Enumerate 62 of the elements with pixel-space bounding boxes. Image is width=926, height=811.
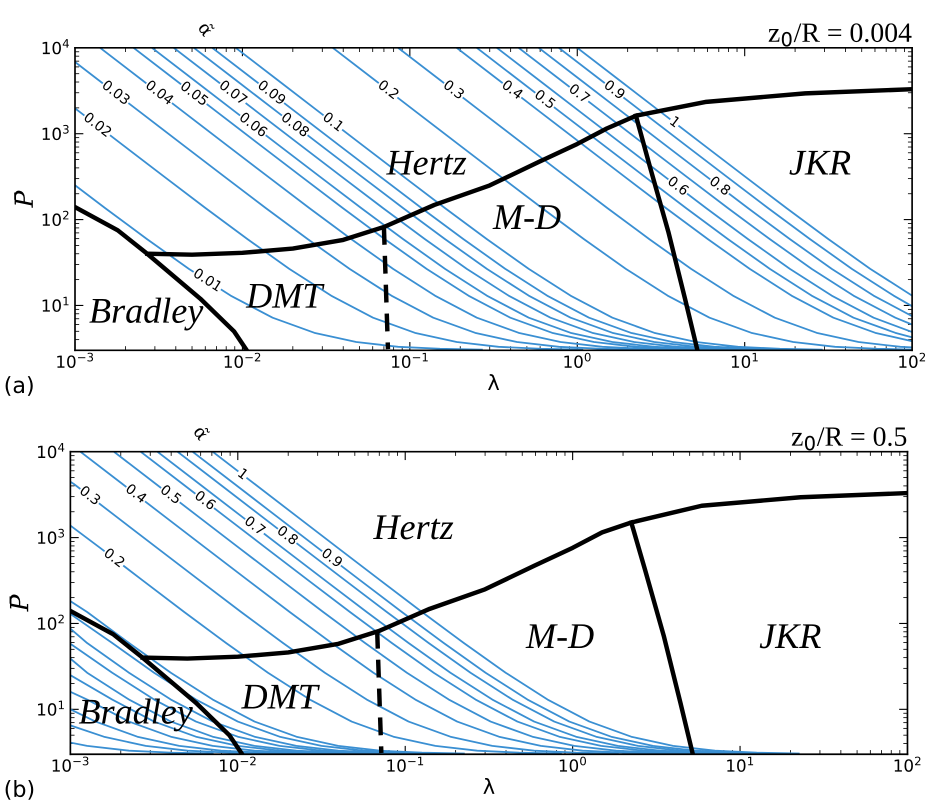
y-tick-label: 10$^{3}$	[42, 124, 69, 140]
text: 0.09	[257, 79, 287, 106]
text: 0.9	[321, 547, 344, 568]
text: 0.4	[125, 482, 148, 504]
text: 0.6	[194, 490, 217, 510]
x-axis-title: λ	[483, 778, 494, 794]
annotation: DMT	[246, 284, 325, 308]
x-tick-label: 10$^{0}$	[564, 352, 591, 368]
y-axis-title: P̄	[10, 594, 28, 612]
y-tick-label: 10$^{1}$	[38, 700, 64, 716]
text: 0.4	[501, 79, 524, 100]
text: 0.7	[244, 515, 266, 536]
y-tick-label: 10$^{4}$	[38, 443, 64, 458]
text: 0.07	[218, 79, 248, 106]
text: 0.5	[160, 484, 182, 504]
text: (a)	[6, 376, 33, 396]
annotation: Bradley	[89, 298, 204, 330]
text: 0.8	[276, 524, 300, 546]
text: 0.01	[192, 267, 223, 292]
text: 1	[670, 116, 681, 128]
y-axis-title: P̄	[14, 190, 33, 208]
x-tick-label: 10$^{−2}$	[220, 756, 256, 772]
y-tick-label: 10$^{2}$	[42, 210, 68, 226]
text: (b)	[6, 780, 34, 800]
chart-title: z$_{0}$/R = 0.5	[792, 427, 906, 451]
x-tick-label: 10$^{−1}$	[387, 756, 424, 772]
x-tick-label: 10$^{2}$	[899, 352, 926, 368]
annotation: Hertz	[386, 150, 466, 175]
text: 0.05	[180, 80, 210, 106]
x-tick-label: 10$^{−1}$	[392, 352, 428, 368]
annotation: JKR	[789, 150, 851, 175]
x-tick-label: 10$^{−2}$	[224, 352, 260, 368]
annotation: M-D	[526, 624, 594, 648]
text: 1	[238, 468, 249, 480]
text: 0.03	[102, 79, 131, 106]
x-tick-label: 10$^{1}$	[727, 756, 754, 772]
x-tick-label: 10$^{−3}$	[52, 756, 88, 772]
text: 0.7	[568, 82, 591, 104]
y-tick-label: 10$^{1}$	[42, 296, 69, 312]
x-tick-label: 10$^{1}$	[732, 352, 758, 368]
annotation: M-D	[492, 205, 561, 230]
x-tick-label: 10$^{−3}$	[57, 352, 94, 368]
text: 0.9	[604, 79, 626, 100]
text: α̃	[192, 424, 211, 442]
text: 0.8	[709, 175, 732, 196]
annotation: JKR	[760, 624, 821, 648]
x-tick-label: 10$^{2}$	[894, 756, 920, 772]
annotation: Hertz	[373, 515, 454, 540]
y-tick-label: 10$^{2}$	[38, 614, 64, 630]
text: 0.2	[103, 547, 126, 568]
y-tick-label: 10$^{3}$	[38, 528, 64, 544]
text: 0.5	[534, 88, 556, 110]
text: 0.3	[442, 79, 466, 100]
text: 0.2	[378, 79, 400, 100]
x-axis-title: λ	[488, 374, 500, 390]
text: 0.3	[79, 484, 102, 506]
text: α̃	[198, 20, 216, 38]
chart-title: z$_{0}$/R = 0.004	[768, 23, 912, 47]
y-tick-label: 10$^{4}$	[42, 39, 69, 54]
text: 0.6	[667, 175, 690, 196]
text: 0.1	[322, 111, 345, 132]
x-tick-label: 10$^{0}$	[560, 756, 586, 772]
